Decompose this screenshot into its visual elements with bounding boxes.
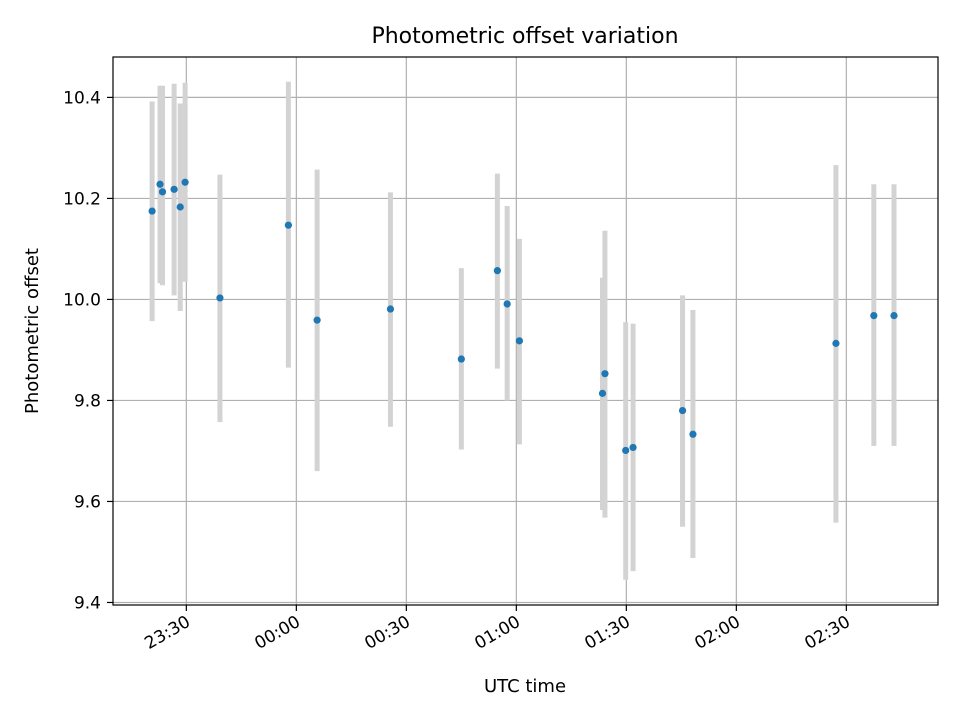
data-point bbox=[386, 305, 395, 313]
data-point bbox=[678, 406, 687, 415]
data-point bbox=[284, 221, 292, 229]
y-tick-label: 10.4 bbox=[63, 88, 101, 108]
data-point bbox=[515, 337, 523, 345]
data-points bbox=[148, 178, 898, 455]
data-point bbox=[181, 178, 189, 186]
y-tick-label: 10.2 bbox=[63, 189, 101, 209]
data-point bbox=[148, 207, 156, 215]
plot-frame bbox=[112, 56, 939, 606]
data-point bbox=[598, 389, 607, 397]
y-axis-label: Photometric offset bbox=[22, 248, 43, 414]
data-point bbox=[832, 339, 840, 347]
x-axis-label: UTC time bbox=[484, 676, 566, 697]
data-point bbox=[629, 443, 637, 452]
y-tick-label: 9.6 bbox=[74, 492, 101, 512]
data-point bbox=[890, 311, 898, 320]
y-axis-ticks: 9.4 9.6 9.8 10.0 10.2 10.4 bbox=[63, 88, 113, 613]
data-point bbox=[170, 185, 178, 193]
y-tick-label: 9.4 bbox=[74, 593, 101, 613]
chart-title: Photometric offset variation bbox=[371, 24, 678, 49]
data-point bbox=[622, 446, 630, 455]
y-tick-label: 10.0 bbox=[63, 290, 101, 310]
data-point bbox=[503, 300, 511, 308]
data-point bbox=[601, 370, 609, 378]
data-point bbox=[457, 355, 465, 363]
data-point bbox=[176, 203, 184, 211]
data-point bbox=[493, 267, 501, 275]
data-point bbox=[156, 180, 164, 188]
data-point bbox=[216, 294, 224, 302]
data-point bbox=[689, 430, 697, 438]
data-point bbox=[158, 188, 167, 196]
data-point bbox=[870, 311, 878, 320]
y-tick-label: 9.8 bbox=[74, 391, 101, 411]
data-point bbox=[313, 316, 321, 324]
